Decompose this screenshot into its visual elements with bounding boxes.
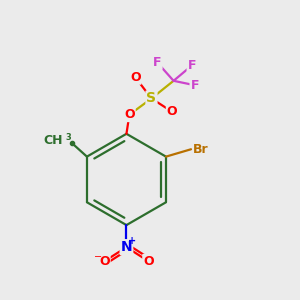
Text: S: S [146, 92, 157, 106]
Text: O: O [99, 255, 110, 268]
Text: −: − [94, 252, 103, 262]
Text: O: O [124, 108, 135, 121]
Text: O: O [143, 255, 154, 268]
Text: F: F [190, 79, 199, 92]
Text: O: O [167, 105, 177, 118]
Text: N: N [121, 240, 132, 254]
Text: F: F [188, 59, 196, 72]
Text: 3: 3 [66, 134, 71, 142]
Text: F: F [153, 56, 162, 69]
Text: O: O [130, 71, 141, 84]
Text: +: + [128, 236, 136, 246]
Text: Br: Br [193, 143, 208, 156]
Text: CH: CH [43, 134, 63, 147]
